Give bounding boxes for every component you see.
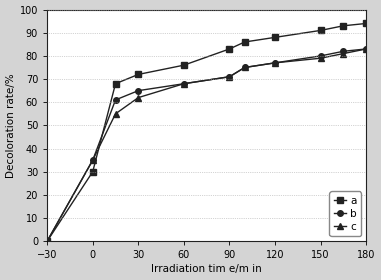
c xyxy=(273,61,277,64)
b xyxy=(113,98,118,102)
b xyxy=(273,61,277,64)
a xyxy=(242,40,247,44)
b xyxy=(45,240,50,243)
c xyxy=(113,112,118,115)
b xyxy=(136,89,141,92)
c xyxy=(90,158,95,162)
b xyxy=(90,158,95,162)
a xyxy=(136,73,141,76)
Line: c: c xyxy=(44,46,369,244)
c xyxy=(341,52,346,55)
c xyxy=(45,240,50,243)
b xyxy=(364,47,368,51)
b xyxy=(242,66,247,69)
a xyxy=(273,36,277,39)
c xyxy=(182,82,186,85)
c xyxy=(319,57,323,60)
Legend: a, b, c: a, b, c xyxy=(330,192,361,236)
c xyxy=(242,66,247,69)
a xyxy=(113,82,118,85)
a xyxy=(45,240,50,243)
Line: a: a xyxy=(44,21,369,244)
Y-axis label: Decoloration rate/%: Decoloration rate/% xyxy=(6,73,16,178)
b xyxy=(341,50,346,53)
a xyxy=(90,170,95,173)
c xyxy=(364,47,368,51)
a xyxy=(227,47,232,51)
b xyxy=(227,75,232,78)
c xyxy=(136,96,141,99)
a xyxy=(319,29,323,32)
Line: b: b xyxy=(44,46,369,244)
b xyxy=(182,82,186,85)
X-axis label: Irradiation tim e/m in: Irradiation tim e/m in xyxy=(151,264,262,274)
b xyxy=(319,54,323,58)
c xyxy=(227,75,232,78)
a xyxy=(182,64,186,67)
a xyxy=(364,22,368,25)
a xyxy=(341,24,346,27)
